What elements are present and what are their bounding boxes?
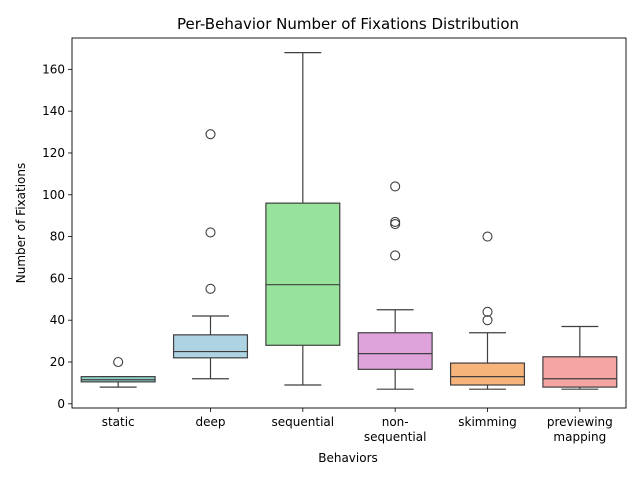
box bbox=[172, 334, 249, 359]
y-axis-label: Number of Fixations bbox=[14, 163, 28, 283]
outlier-point bbox=[390, 181, 401, 192]
chart-title: Per-Behavior Number of Fixations Distrib… bbox=[177, 15, 519, 33]
outlier-point bbox=[205, 227, 216, 238]
y-tick-label: 0 bbox=[57, 397, 65, 411]
outlier-point bbox=[482, 231, 493, 242]
box bbox=[265, 202, 341, 346]
box bbox=[449, 362, 526, 386]
y-tick-label: 20 bbox=[50, 355, 65, 369]
y-tick-label: 100 bbox=[42, 188, 65, 202]
outlier-point bbox=[482, 306, 493, 317]
x-tick-label: deep bbox=[196, 415, 226, 429]
outlier-point bbox=[390, 218, 401, 230]
outlier-point bbox=[205, 283, 216, 294]
box bbox=[357, 332, 433, 370]
x-axis-label: Behaviors bbox=[318, 451, 378, 465]
y-tick-label: 120 bbox=[42, 146, 65, 160]
y-tick-label: 80 bbox=[50, 230, 65, 244]
outlier-point bbox=[205, 129, 216, 140]
outlier-point bbox=[390, 250, 401, 261]
box bbox=[542, 356, 618, 388]
axes-frame bbox=[71, 37, 627, 409]
x-tick-label: mapping bbox=[553, 430, 606, 444]
x-tick-label: static bbox=[102, 415, 135, 429]
outlier-point bbox=[482, 315, 493, 326]
y-tick-label: 140 bbox=[42, 104, 65, 118]
outlier-point bbox=[113, 356, 124, 368]
x-tick-label: sequential bbox=[364, 430, 427, 444]
y-tick-label: 160 bbox=[42, 62, 65, 76]
x-tick-label: sequential bbox=[272, 415, 335, 429]
plot-area: 0 20 40 60 80 100 120 140 160 static deep sequentia… bbox=[42, 37, 627, 444]
x-tick-label: previewing bbox=[547, 415, 613, 429]
x-tick-label: skimming bbox=[458, 415, 516, 429]
outlier-point bbox=[390, 216, 401, 228]
y-tick-label: 40 bbox=[50, 313, 65, 327]
x-tick-label: non- bbox=[382, 415, 409, 429]
y-tick-label: 60 bbox=[50, 271, 65, 285]
